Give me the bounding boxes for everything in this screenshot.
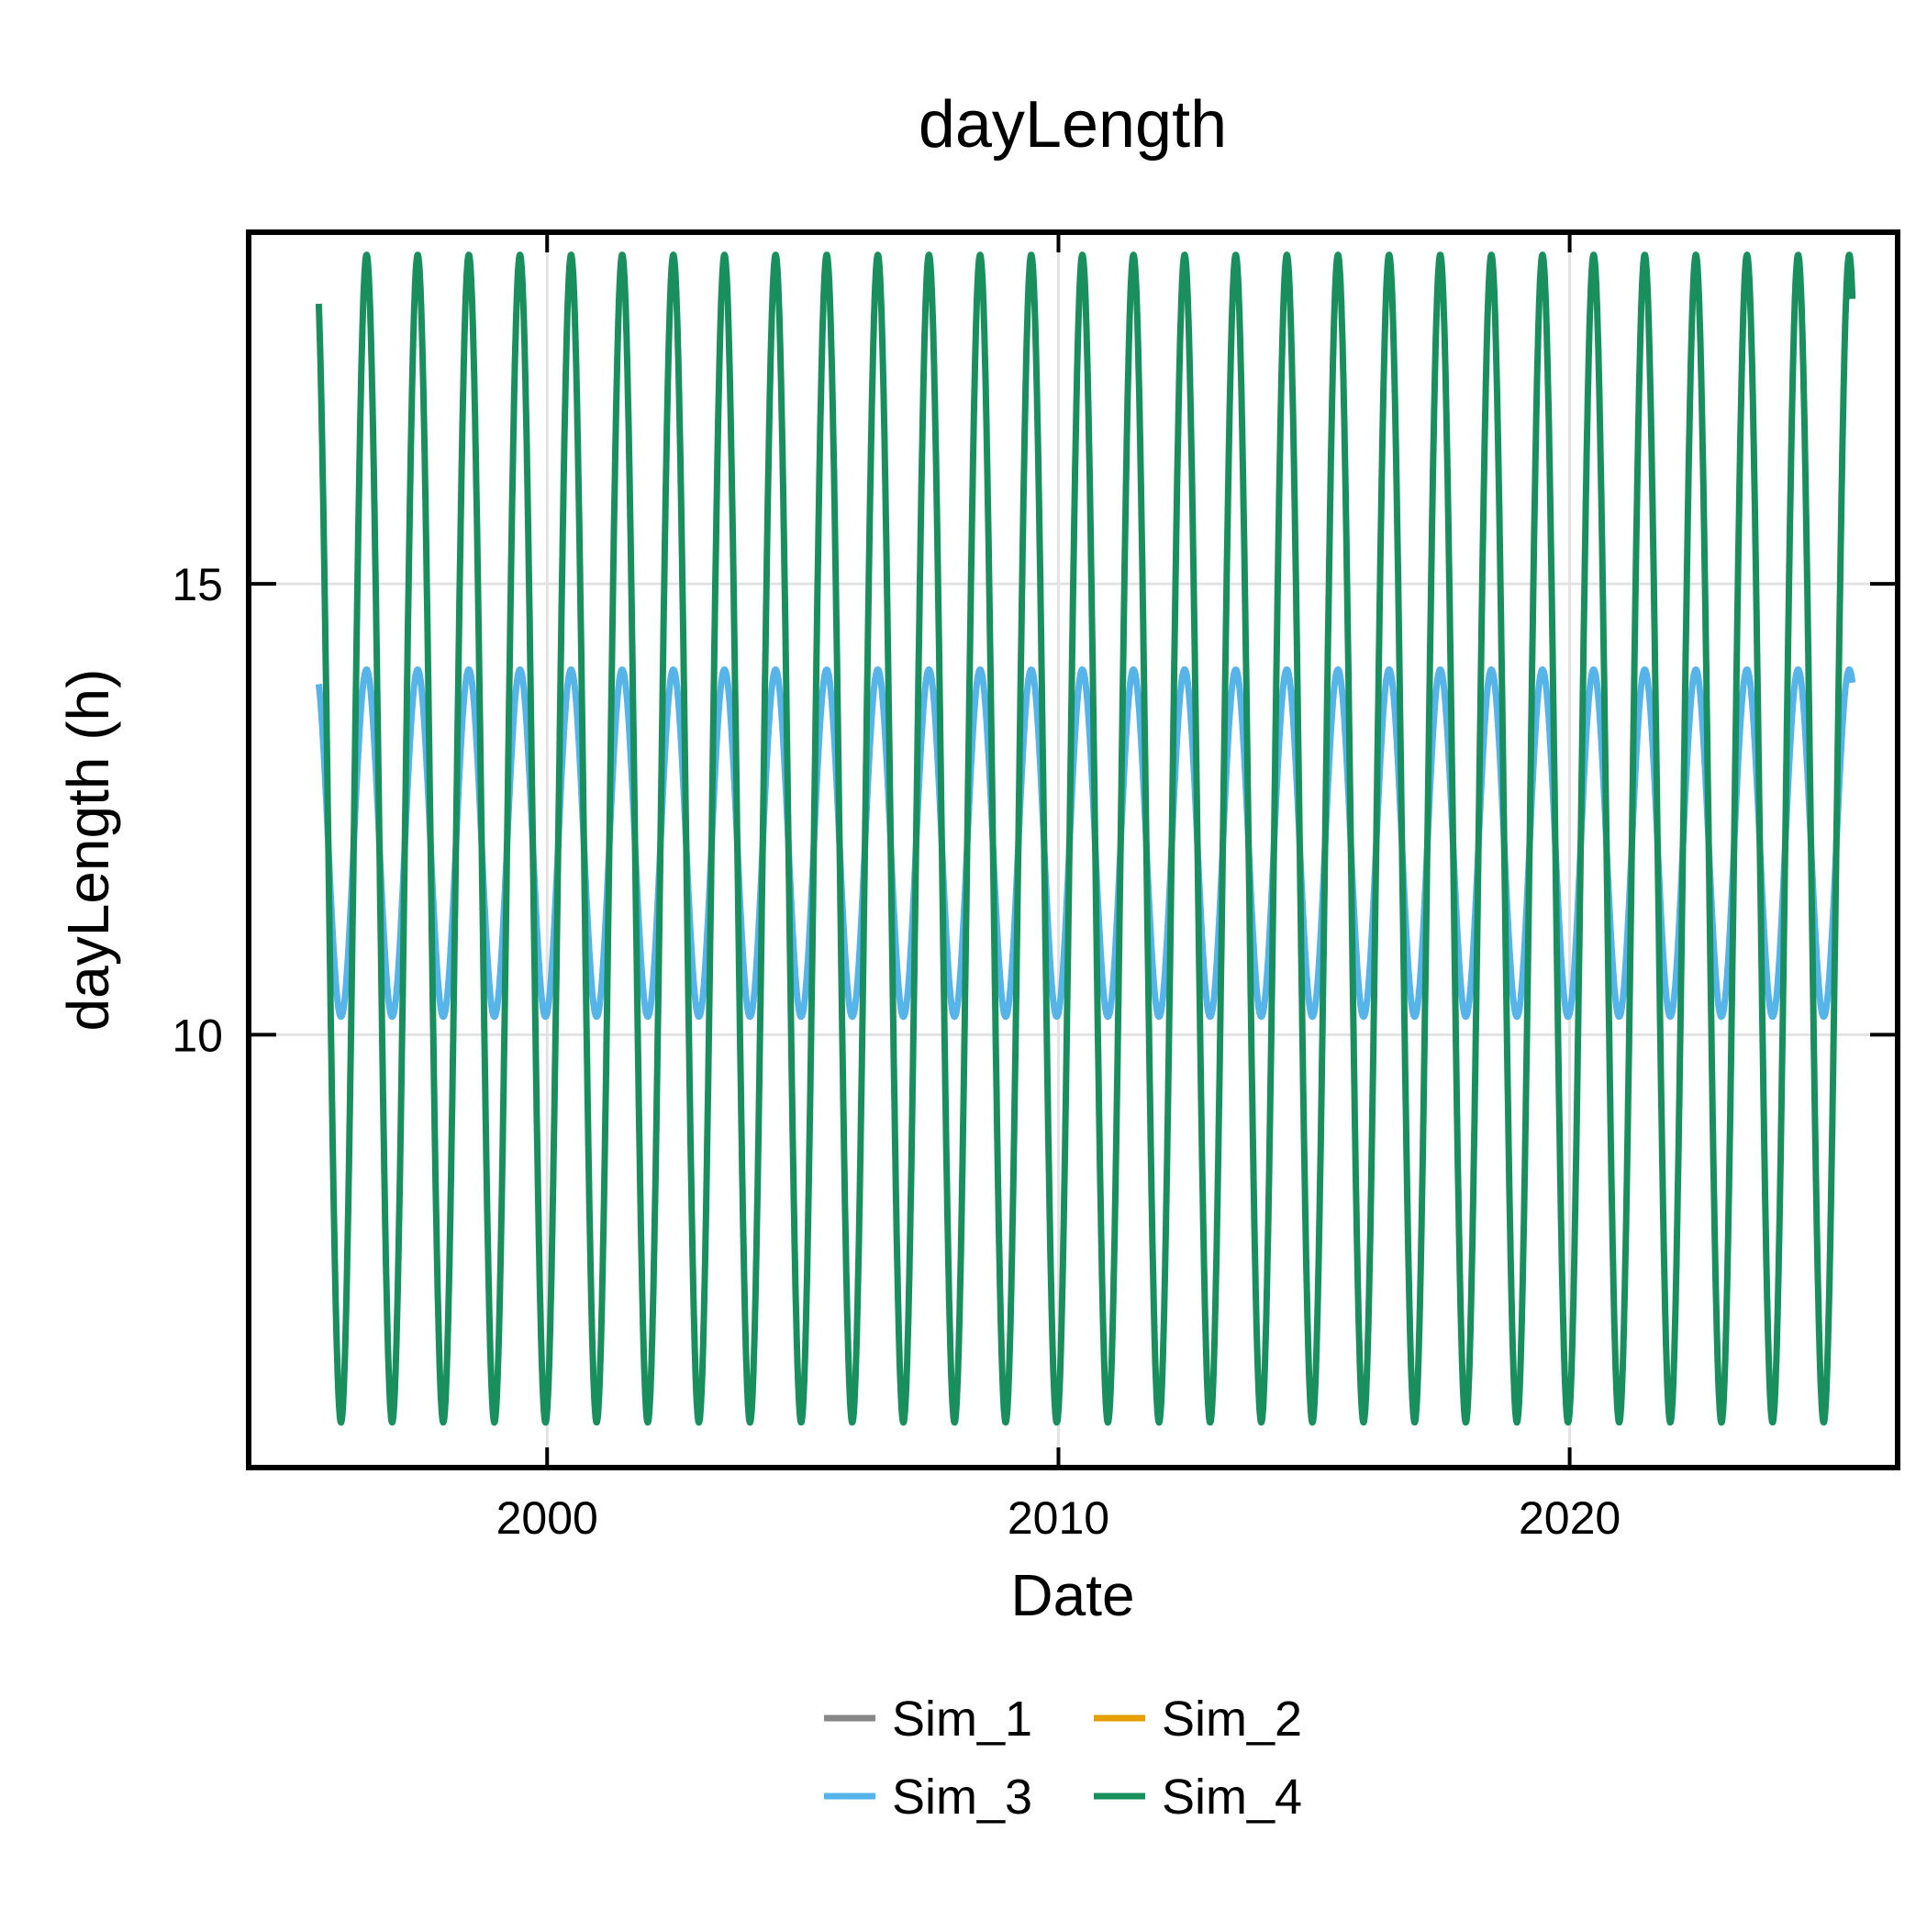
legend-label: Sim_1 [892, 1692, 1032, 1747]
legend-label: Sim_3 [892, 1770, 1032, 1825]
x-tick-label: 2000 [496, 1492, 598, 1544]
x-axis-label: Date [1010, 1562, 1134, 1628]
chart-title: dayLength [919, 88, 1227, 162]
series-line-sim-4 [315, 251, 1856, 1426]
tick-layer: 2000 2010 2020 10 15 [172, 232, 1898, 1544]
legend: Sim_1 Sim_2 Sim_3 Sim_4 [824, 1692, 1302, 1825]
y-tick-label: 15 [172, 559, 223, 610]
y-axis-label: dayLength (h) [55, 669, 121, 1032]
legend-label: Sim_4 [1162, 1770, 1302, 1825]
series-line-sim-3 [315, 666, 1856, 1021]
plot-frame [246, 229, 1900, 1470]
series-layer [315, 251, 1856, 1426]
x-tick-label: 2010 [1008, 1492, 1109, 1544]
y-tick-label: 10 [172, 1010, 223, 1061]
x-tick-label: 2020 [1519, 1492, 1621, 1544]
legend-label: Sim_2 [1162, 1692, 1302, 1747]
